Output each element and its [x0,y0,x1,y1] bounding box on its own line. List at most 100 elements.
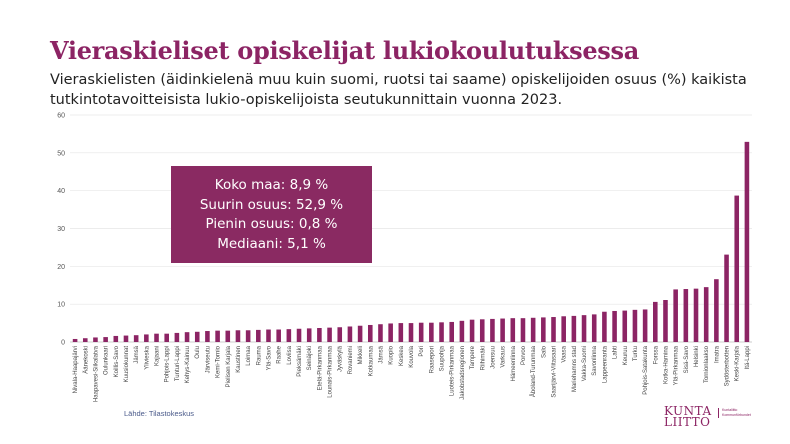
x-tick-label: Tampere [470,345,476,369]
x-tick-label: Pohjois-Lappi [165,346,171,382]
bar [520,318,526,342]
x-tick-label: Oulu [195,346,201,359]
y-axis-ticks: 0 10 20 30 40 50 60 [57,113,65,347]
x-tick-label: Pori [419,346,425,357]
x-tick-label: Vakka-Suomi [582,346,588,381]
bar [714,279,719,342]
x-tick-label: Sisä-Savo [684,345,690,373]
kuntaliitto-logo: KUNTA LIITTO Kuntaliitto Kommunförbundet [664,404,751,429]
x-tick-label: Järviseutu [205,346,211,373]
bar [571,315,577,342]
x-tick-label: Sydösterbotten [725,346,731,386]
x-tick-label: Raasepori [429,346,435,373]
x-tick-label: Keski-Karjala [735,345,741,381]
bar [194,331,200,342]
x-tick-label: Seinäjoki [307,346,313,370]
x-tick-label: Jakobstadsregionen [460,346,466,400]
bar [418,322,424,342]
x-tick-label: Mikkeli [358,346,364,364]
x-tick-label: Koillis-Savo [114,345,120,377]
x-tick-label: Varkaus [501,346,507,368]
x-tick-label: Kuopio [389,345,395,364]
x-tick-label: Savonlinna [592,345,598,375]
x-tick-label: Pielisen Karjala [226,345,232,387]
bars [72,141,750,342]
x-tick-label: Nivala-Haapajärvi [73,346,79,393]
x-tick-label: Åboland-Turunmaa [530,345,537,397]
x-tick-label: Kuusiokunnat [124,346,130,383]
x-tick-label: Porvoo [521,345,527,365]
x-tick-label: Luoteis-Pirkanmaa [450,345,456,396]
x-axis-labels: Nivala-Haapajärvi Äänekoski Haapavesi-Siik… [73,345,751,402]
bar [306,328,312,342]
bar [398,323,404,342]
x-tick-label: Jämsä [134,345,140,363]
x-tick-label: Ylä-Savo [266,345,272,370]
x-tick-label: Imatra [714,345,720,363]
bar [256,329,261,342]
bar [703,287,709,342]
bar [133,335,139,342]
bar [734,195,740,342]
bar [744,141,750,342]
bar [388,323,393,342]
x-tick-label: Loimaa [246,345,252,365]
logo-wordmark: KUNTA LIITTO [664,404,712,429]
bar [612,310,617,342]
bar [449,321,455,342]
x-tick-label: Forssa [653,345,659,364]
bar [632,309,638,342]
bar [296,328,302,342]
x-tick-label: Rauma [256,345,262,365]
x-tick-label: Jämsä [378,345,384,363]
bar [276,329,281,342]
bar [245,330,251,342]
x-tick-label: Pieksämäki [297,346,303,377]
x-tick-label: Kotkaumaa [368,345,374,376]
x-tick-label: Riihimäki [480,346,486,370]
x-tick-label: Lappeenranta [602,345,608,383]
bar [225,330,231,342]
y-tick-label: 30 [57,226,65,233]
bar [429,322,434,342]
gridlines [70,114,752,343]
bar [337,327,343,342]
x-tick-label: Kouvola [409,345,415,367]
x-tick-label: Turku [633,346,639,361]
bar [479,319,485,342]
x-tick-label: Lounais-Pirkanmaa [328,345,334,397]
bar [82,338,88,342]
bar [327,327,332,342]
stat-median: Mediaani: 5,1 % [217,235,326,252]
bar [673,289,678,342]
x-tick-label: Tunturi-Lappi [175,346,181,381]
x-tick-label: Jyväskylä [338,345,344,372]
bar [123,335,129,342]
bar [642,309,648,342]
x-tick-label: Äänekoski [82,346,89,374]
bar [653,301,658,342]
chart-title: Vieraskieliset opiskelijat lukiokoulutuk… [50,36,639,65]
bar [439,322,444,342]
x-tick-label: Vaasa [562,345,568,362]
x-tick-label: Lahti [613,346,619,359]
source-note: Lähde: Tilastokeskus [124,409,195,418]
bar [113,335,119,342]
bar [510,318,516,342]
bar [205,331,210,342]
y-tick-label: 60 [57,113,65,120]
bar [357,325,363,342]
stat-national: Koko maa: 8,9 % [214,177,329,193]
bar [72,338,78,342]
bar [724,254,729,342]
x-tick-label: Ylä-Pirkanmaa [674,345,680,385]
y-tick-label: 40 [57,188,65,195]
bar [93,337,98,342]
x-tick-label: Keskea [399,345,405,366]
x-tick-label: Suupohja [440,345,446,371]
bar [581,315,587,342]
bar [551,317,556,342]
x-tick-label: Haapavesi-Siikalatva [93,345,99,402]
x-tick-label: Keuruu [623,346,629,365]
bar [622,310,628,342]
